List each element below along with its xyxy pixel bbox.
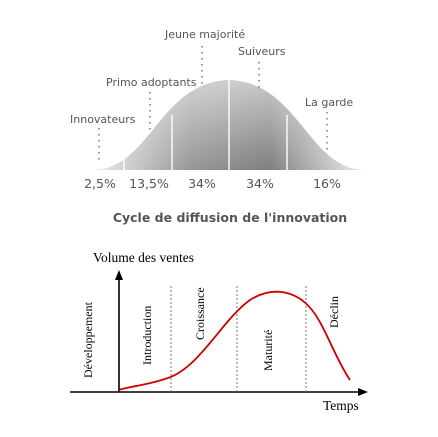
diffusion-diagram: Innovateurs Primo adoptants Jeune majori… (70, 28, 363, 225)
segment-label-suiveurs: Suiveurs (238, 45, 286, 58)
y-axis-arrow (115, 270, 123, 280)
segment-label-innovateurs: Innovateurs (70, 113, 136, 126)
lifecycle-diagram: Volume des ventes Temps Développement In… (70, 250, 368, 413)
segment-share-primo-adoptants: 13,5% (129, 176, 169, 191)
y-axis-label: Volume des ventes (93, 250, 194, 265)
diffusion-caption: Cycle de diffusion de l'innovation (113, 210, 347, 225)
x-axis-arrow (358, 388, 368, 396)
segment-share-jeune-majorite: 34% (188, 176, 216, 191)
segment-share-la-garde: 16% (313, 176, 341, 191)
phase-label-introduction: Introduction (140, 306, 154, 365)
segment-label-la-garde: La garde (305, 96, 353, 109)
segment-label-primo-adoptants: Primo adoptants (106, 76, 197, 89)
phase-label-developpement: Développement (81, 301, 95, 378)
sales-curve (118, 290, 351, 391)
segment-label-jeune-majorite: Jeune majorité (164, 28, 245, 41)
x-axis-label: Temps (323, 398, 359, 413)
segment-share-innovateurs: 2,5% (84, 176, 116, 191)
phase-label-croissance: Croissance (193, 287, 207, 340)
phase-label-declin: Déclin (327, 296, 341, 328)
segment-share-suiveurs: 34% (246, 176, 274, 191)
phase-label-maturite: Maturité (261, 330, 275, 371)
